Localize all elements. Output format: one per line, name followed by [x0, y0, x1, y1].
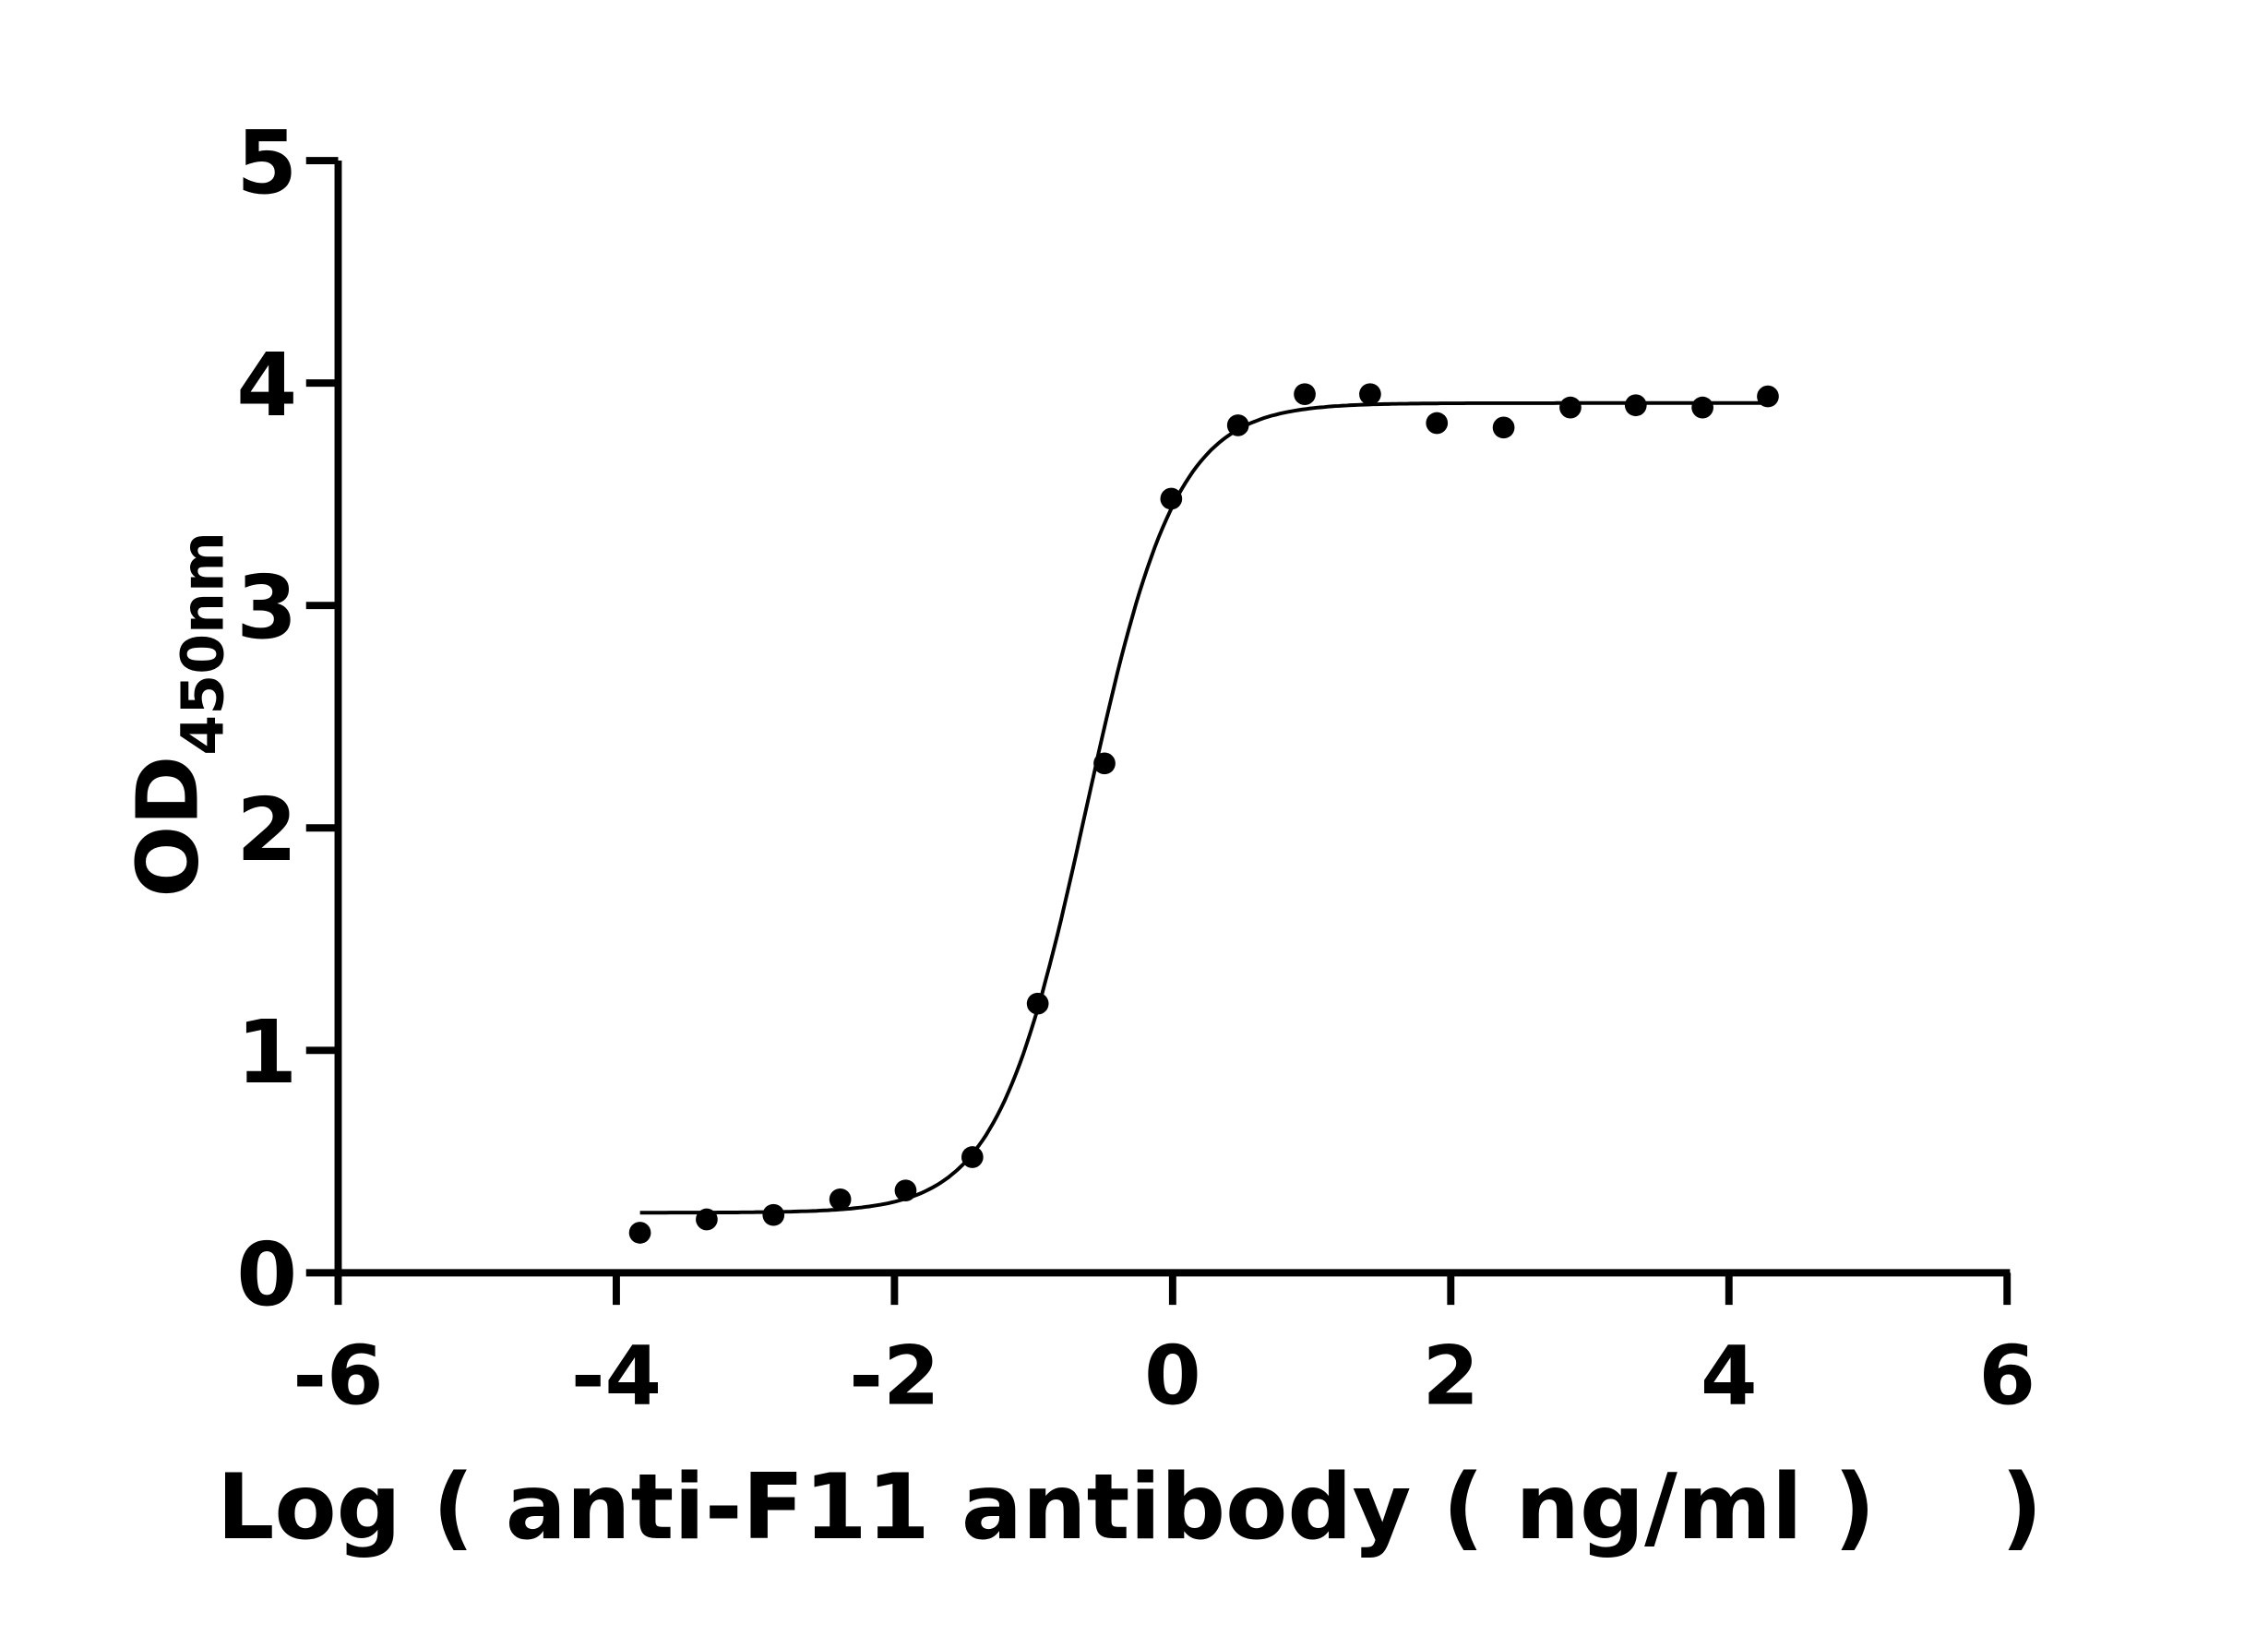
data-point [1624, 394, 1647, 417]
data-point [1691, 396, 1713, 419]
data-point [1294, 383, 1316, 406]
x-tick-label: -2 [849, 1329, 939, 1424]
data-point [829, 1188, 852, 1211]
x-axis-label: Log ( anti-F11 antibody ( ng/ml ) ) [217, 1455, 2043, 1560]
data-point [1226, 414, 1249, 436]
data-point [1757, 385, 1779, 408]
data-point [1559, 396, 1582, 419]
x-tick-label: -4 [571, 1329, 662, 1424]
data-point [1359, 383, 1381, 406]
x-tick-label: 2 [1423, 1329, 1480, 1424]
data-point [894, 1179, 917, 1202]
y-tick-label: 0 [236, 1224, 297, 1326]
x-tick-label: 4 [1701, 1329, 1758, 1424]
y-tick-label: 5 [236, 113, 297, 214]
y-tick-label: 2 [236, 780, 297, 881]
data-point [696, 1208, 718, 1231]
x-tick-label: 0 [1144, 1329, 1201, 1424]
data-point [961, 1146, 984, 1168]
y-tick-label: 1 [236, 1002, 297, 1104]
y-axis-label-subscript: 450nm [169, 531, 237, 756]
x-tick-label: -6 [292, 1329, 383, 1424]
fit-curve [639, 400, 1769, 1215]
axes [334, 161, 2011, 1277]
ticks: 0 1 2 3 4 5 -6 -4 -2 0 2 4 6 [236, 113, 2035, 1424]
data-point [1492, 416, 1515, 439]
data-point [628, 1222, 651, 1244]
data-point [1093, 752, 1116, 775]
y-axis-label-group: OD450nm [118, 531, 236, 898]
data-points [628, 383, 1779, 1244]
y-axis-label: OD450nm [118, 531, 236, 898]
data-point [1426, 412, 1449, 435]
y-tick-label: 4 [236, 335, 297, 436]
y-tick-label: 3 [236, 557, 297, 659]
x-tick-label: 6 [1978, 1329, 2035, 1424]
data-point [762, 1203, 785, 1226]
data-point [1160, 487, 1183, 510]
data-point [1026, 992, 1049, 1015]
